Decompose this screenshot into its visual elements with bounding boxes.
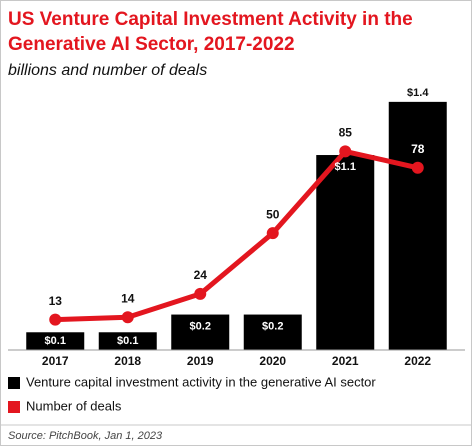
x-tick-label: 2017 <box>42 354 69 368</box>
legend-swatch <box>8 401 20 413</box>
line <box>55 148 419 323</box>
legend-swatch <box>8 377 20 389</box>
x-tick-label: 2018 <box>114 354 141 368</box>
chart-subtitle: billions and number of deals <box>8 62 207 79</box>
x-tick-label: 2020 <box>259 354 286 368</box>
bar-value-label: $0.1 <box>117 335 138 347</box>
data-label: 13 <box>49 294 63 308</box>
point <box>121 311 134 324</box>
bar-value-label: $1.1 <box>335 161 356 173</box>
data-label: 78 <box>411 142 425 156</box>
data-label: 24 <box>194 268 208 282</box>
bar <box>388 101 447 351</box>
point <box>339 145 352 158</box>
bar <box>243 314 302 350</box>
source: Source: PitchBook, Jan 1, 2023 <box>8 430 163 442</box>
chart-title: Generative AI Sector, 2017-2022 <box>8 34 295 55</box>
chart-title: US Venture Capital Investment Activity i… <box>8 9 413 30</box>
data-label: 85 <box>339 126 353 140</box>
legend-label: Number of deals <box>26 398 122 413</box>
bar <box>171 314 230 350</box>
point <box>194 287 207 300</box>
bar-value-label: $0.1 <box>45 335 66 347</box>
x-tick-label: 2021 <box>332 354 359 368</box>
bar <box>26 332 85 350</box>
bar <box>98 332 157 350</box>
bar-value-label: $0.2 <box>190 320 211 332</box>
point <box>266 227 279 240</box>
bar <box>316 155 375 350</box>
x-tick-label: 2022 <box>404 354 431 368</box>
data-label: 14 <box>121 291 135 305</box>
legend-label: Venture capital investment activity in t… <box>26 374 376 389</box>
point <box>49 313 62 326</box>
point <box>411 161 424 174</box>
data-label: 50 <box>266 207 280 221</box>
bar-value-label: $1.4 <box>407 87 429 99</box>
x-tick-label: 2019 <box>187 354 214 368</box>
bar-value-label: $0.2 <box>262 320 283 332</box>
